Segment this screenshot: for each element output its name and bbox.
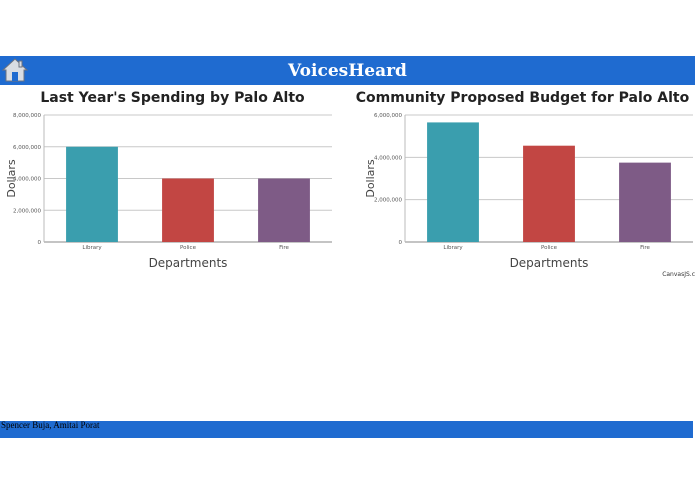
x-axis-title: Departments bbox=[149, 256, 228, 270]
canvasjs-credit-link[interactable]: CanvasJS.c bbox=[662, 271, 695, 278]
bar-library[interactable] bbox=[66, 146, 118, 242]
x-tick-label: Police bbox=[541, 245, 558, 251]
x-tick-label: Police bbox=[180, 245, 197, 251]
chart-canvas: 0 2,000,000 4,000,000 6,000,000 Library Polic… bbox=[364, 113, 693, 270]
y-tick-label: 6,000,000 bbox=[13, 145, 41, 151]
y-tick-label: 0 bbox=[399, 240, 403, 246]
y-tick-label: 0 bbox=[38, 240, 42, 246]
community-proposed-budget-chart: Community Proposed Budget for Palo Alto … bbox=[350, 90, 695, 270]
chart-canvas: 0 2,000,000 4,000,000 6,000,000 8,000,000 Lib… bbox=[5, 113, 332, 270]
y-tick-label: 6,000,000 bbox=[374, 113, 402, 119]
y-axis-title: Dollars bbox=[5, 159, 18, 198]
bar-fire[interactable] bbox=[619, 162, 671, 242]
home-icon bbox=[1, 58, 29, 82]
chart-title: Last Year's Spending by Palo Alto bbox=[40, 90, 305, 106]
last-year-spending-chart: Last Year's Spending by Palo Alto 0 2,000… bbox=[0, 90, 345, 270]
x-tick-label: Library bbox=[443, 245, 463, 251]
authors-text: Spencer Buja, Amitai Porat bbox=[1, 420, 100, 430]
y-tick-label: 8,000,000 bbox=[13, 113, 41, 119]
y-tick-label: 4,000,000 bbox=[13, 177, 41, 183]
y-tick-label: 4,000,000 bbox=[374, 155, 402, 161]
x-tick-label: Fire bbox=[279, 245, 289, 251]
chart-title: Community Proposed Budget for Palo Alto bbox=[355, 90, 690, 106]
site-title: VoicesHeard bbox=[288, 61, 407, 81]
site-header: VoicesHeard bbox=[0, 56, 695, 85]
bar-police[interactable] bbox=[162, 178, 214, 243]
home-button[interactable] bbox=[1, 57, 29, 83]
x-tick-label: Library bbox=[82, 245, 102, 251]
x-axis-title: Departments bbox=[510, 256, 589, 270]
y-tick-label: 2,000,000 bbox=[374, 198, 402, 204]
bar-police[interactable] bbox=[523, 145, 575, 242]
bar-library[interactable] bbox=[427, 122, 479, 242]
site-footer: Spencer Buja, Amitai Porat bbox=[0, 420, 693, 438]
y-tick-label: 2,000,000 bbox=[13, 208, 41, 214]
x-tick-label: Fire bbox=[640, 245, 650, 251]
bar-fire[interactable] bbox=[258, 178, 310, 243]
y-axis-title: Dollars bbox=[364, 159, 377, 198]
